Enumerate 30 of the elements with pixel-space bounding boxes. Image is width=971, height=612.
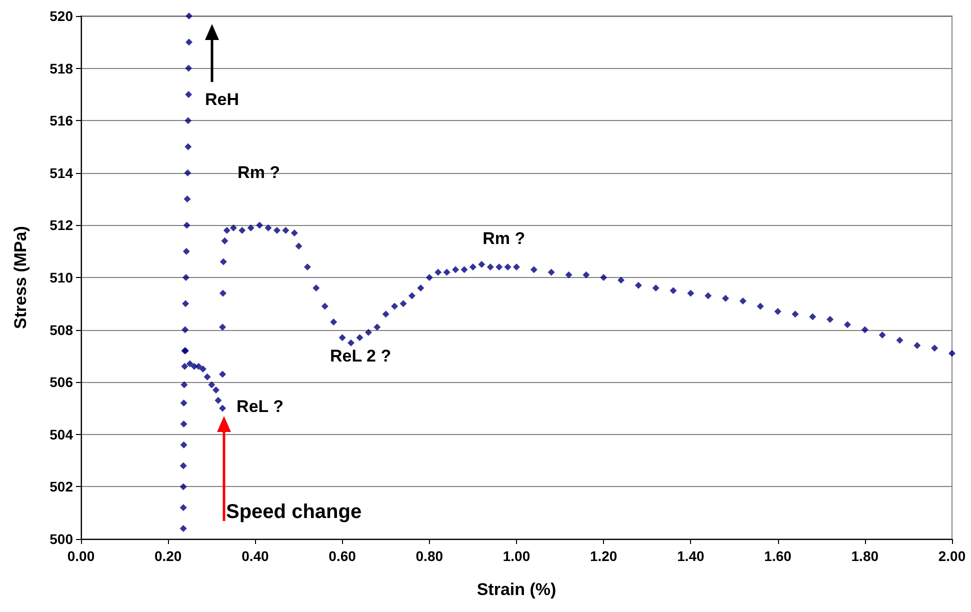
annotation: Speed change	[226, 501, 362, 523]
x-tick-label: 1.00	[502, 548, 530, 564]
x-tick-label: 2.00	[938, 548, 966, 564]
annotation: ReL ?	[236, 397, 284, 416]
x-tick-label: 0.00	[67, 548, 95, 564]
y-tick-label: 502	[50, 478, 74, 495]
x-tick-label: 0.60	[328, 548, 356, 564]
x-tick-label: 0.80	[416, 548, 444, 564]
x-tick-label: 1.20	[590, 548, 618, 564]
y-tick-label: 500	[50, 531, 74, 547]
y-tick-label: 512	[50, 217, 74, 234]
y-tick-label: 506	[50, 374, 74, 390]
y-tick-label: 518	[50, 60, 74, 76]
y-tick-label: 520	[50, 8, 74, 24]
y-tick-label: 508	[50, 322, 74, 338]
x-tick-label: 1.60	[764, 548, 792, 564]
annotation: Rm ?	[482, 229, 526, 248]
y-tick-label: 514	[50, 164, 74, 181]
x-tick-label: 0.40	[242, 548, 270, 564]
y-tick-label: 504	[50, 426, 74, 442]
x-axis-title: Strain (%)	[476, 580, 556, 599]
x-tick-label: 1.80	[851, 548, 879, 564]
y-tick-label: 516	[50, 112, 74, 129]
annotation: ReH	[205, 90, 240, 109]
annotation: ReL 2 ?	[330, 346, 392, 366]
x-tick-label: 0.20	[154, 548, 182, 564]
y-tick-label: 510	[50, 270, 74, 286]
annotation: Rm ?	[238, 163, 280, 182]
x-tick-label: 1.40	[677, 548, 705, 564]
y-axis-title: Stress (MPa)	[11, 226, 30, 329]
